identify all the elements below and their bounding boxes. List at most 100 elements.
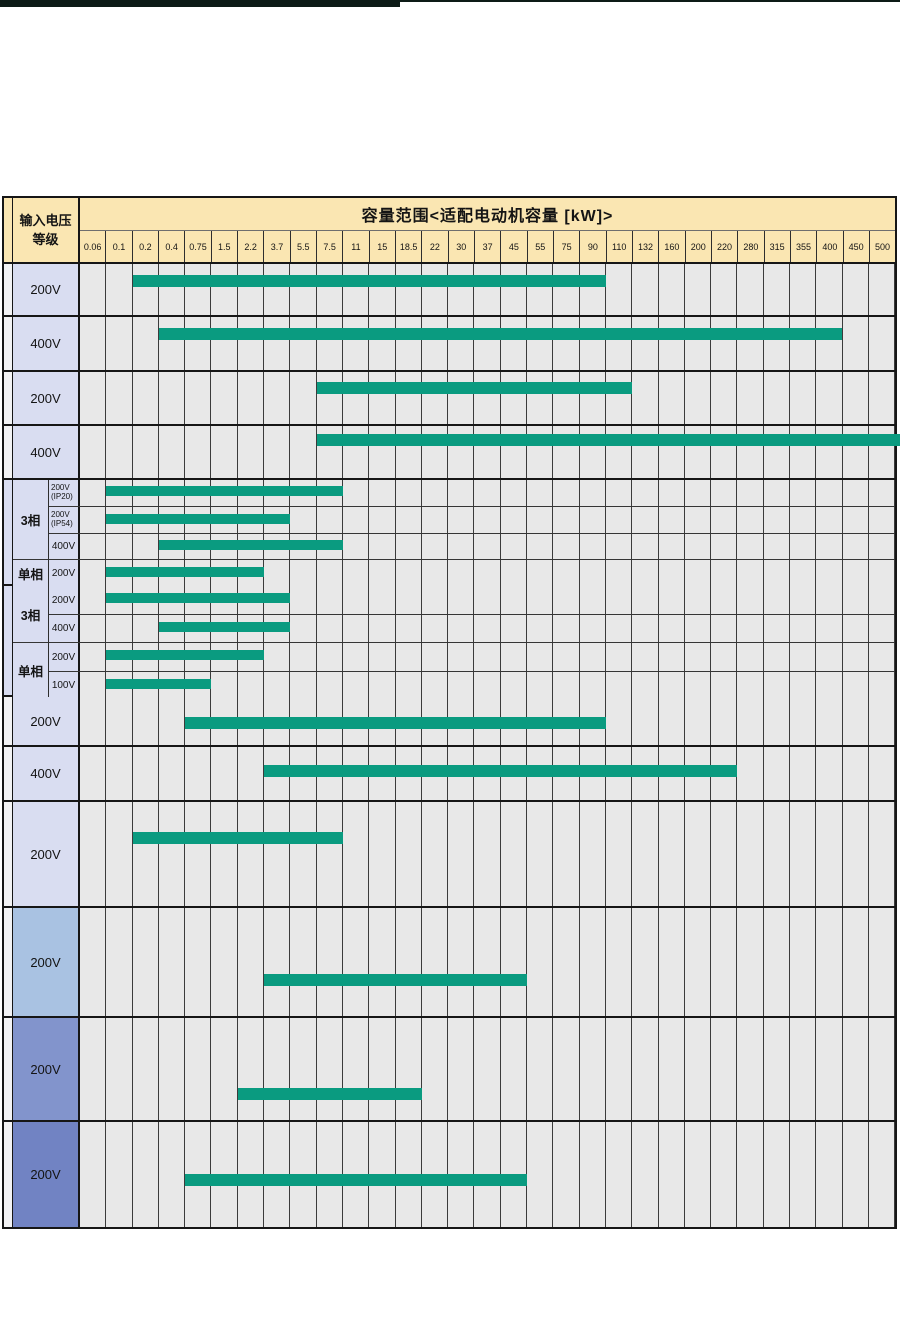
grid-cell (843, 802, 869, 906)
grid-cell (711, 1122, 738, 1227)
grid-cell (816, 534, 843, 559)
capacity-range-bar (158, 328, 843, 340)
grid-cell (106, 615, 133, 642)
grid-cell (422, 534, 449, 559)
grid-cell (396, 426, 422, 478)
grid-cell (133, 264, 159, 315)
grid-cell (685, 672, 712, 698)
phase-label: 单相 (13, 560, 49, 587)
grid-cell (869, 672, 896, 698)
capacity-range-bar (264, 765, 738, 777)
grid-cell (211, 372, 238, 424)
capacity-tick: 160 (659, 231, 686, 262)
capacity-tick: 75 (554, 231, 581, 262)
grid-cell (737, 1018, 764, 1120)
row-gutter-cell (4, 747, 13, 800)
grid-cell (474, 560, 501, 587)
grid-cell (369, 426, 396, 478)
capacity-tick: 450 (844, 231, 870, 262)
grid-cell (396, 560, 422, 587)
grid-cell (816, 1122, 843, 1227)
grid-cell (816, 615, 843, 642)
grid-cell (133, 615, 159, 642)
grid-cell (869, 615, 896, 642)
capacity-range-bar (264, 974, 527, 986)
grid-cell (685, 560, 712, 587)
voltage-sublabel-note: (IP20) (51, 492, 73, 501)
grid-cell (290, 264, 317, 315)
grid-cell (501, 534, 528, 559)
capacity-tick: 200 (686, 231, 712, 262)
grid-cell (843, 426, 869, 478)
grid-cell (211, 908, 238, 1016)
row-grid (80, 534, 896, 559)
grid-cell (185, 747, 212, 800)
grid-cell (711, 697, 738, 745)
grid-cell (790, 372, 817, 424)
capacity-tick: 0.2 (133, 231, 159, 262)
grid-cell (869, 372, 896, 424)
grid-cell (343, 534, 370, 559)
grid-cell (632, 643, 659, 671)
grid-cell (632, 317, 659, 370)
voltage-sublabel-text: 200V (51, 594, 76, 606)
grid-cell (685, 615, 712, 642)
grid-cell (448, 560, 475, 587)
grid-cell (159, 372, 186, 424)
grid-cell (527, 802, 554, 906)
grid-cell (396, 615, 422, 642)
grid-cell (580, 643, 606, 671)
grid-cell (290, 643, 317, 671)
grid-cell (264, 426, 291, 478)
voltage-sublabel-text: 200V (51, 651, 76, 663)
grid-cell (80, 615, 107, 642)
grid-cell (343, 643, 370, 671)
row-grid (80, 586, 896, 614)
capacity-tick: 7.5 (317, 231, 344, 262)
grid-cell (527, 480, 554, 506)
grid-cell (527, 264, 554, 315)
grid-cell (185, 264, 212, 315)
grid-cell (711, 480, 738, 506)
grid-cell (422, 507, 449, 533)
grid-cell (527, 534, 554, 559)
grid-cell (580, 534, 606, 559)
capacity-tick: 2.2 (238, 231, 265, 262)
grid-cell (474, 643, 501, 671)
grid-cell (369, 615, 396, 642)
grid-cell (290, 802, 317, 906)
grid-cell (264, 317, 291, 370)
grid-cell (238, 908, 265, 1016)
grid-cell (790, 643, 817, 671)
grid-cell (159, 426, 186, 478)
grid-cell (553, 1018, 580, 1120)
grid-cell (711, 317, 738, 370)
voltage-sublabel-text: 400V (51, 541, 76, 552)
grid-cell (396, 317, 422, 370)
grid-cell (317, 317, 343, 370)
grid-cell (474, 372, 501, 424)
grid-cell (553, 586, 580, 614)
grid-cell (422, 426, 449, 478)
grid-cell (527, 426, 554, 478)
grid-cell (553, 507, 580, 533)
grid-cell (764, 426, 791, 478)
grid-cell (816, 672, 843, 698)
grid-cell (711, 534, 738, 559)
grid-cell (422, 908, 449, 1016)
grid-cell (290, 1018, 317, 1120)
grid-cell (80, 1018, 107, 1120)
voltage-subrow: 200V (IP20) (49, 480, 896, 506)
voltage-sublabel: 400V (49, 615, 80, 642)
grid-cell (422, 1018, 449, 1120)
grid-cell (527, 615, 554, 642)
grid-cell (790, 586, 817, 614)
capacity-tick: 15 (370, 231, 396, 262)
capacity-tick: 30 (449, 231, 475, 262)
grid-cell (238, 317, 265, 370)
grid-cell (369, 560, 396, 587)
grid-cell (501, 317, 528, 370)
grid-cell (869, 426, 896, 478)
grid-cell (211, 672, 238, 698)
grid-cell (580, 672, 606, 698)
